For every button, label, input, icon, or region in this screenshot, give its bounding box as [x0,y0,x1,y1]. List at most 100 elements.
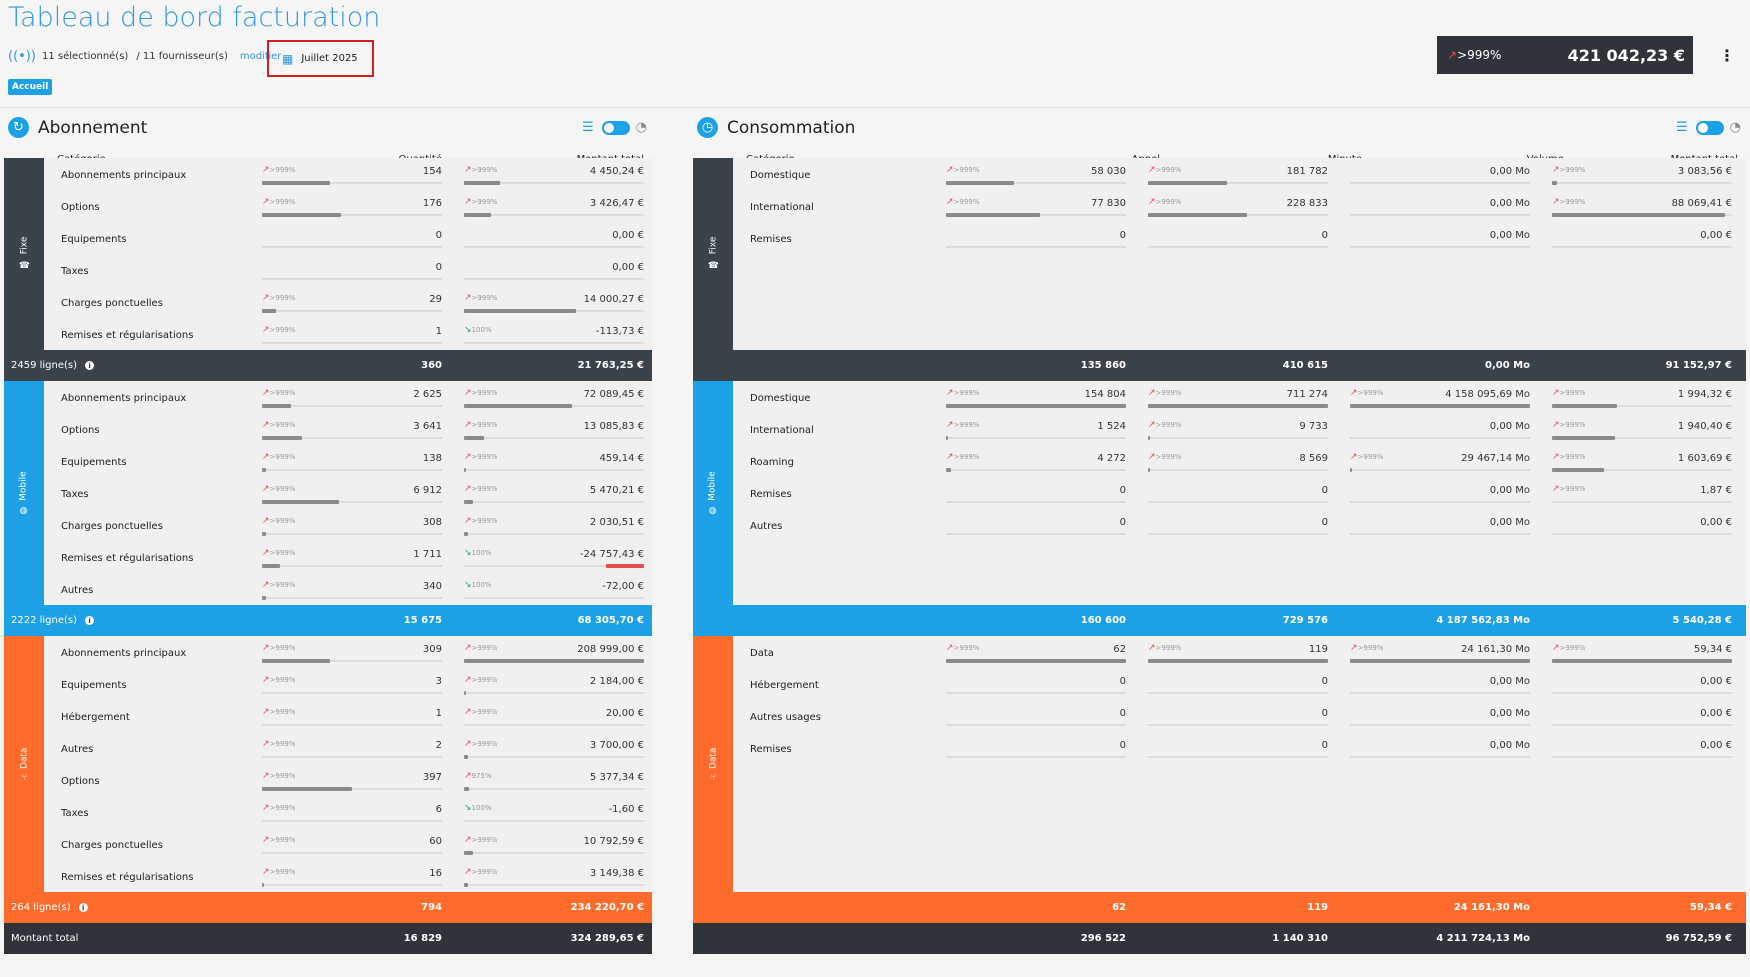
trend-up-icon: ↗ [946,197,954,207]
table-row[interactable]: Equipements 0 0,00 € [44,222,652,254]
table-row[interactable]: Autres ↗>999% 2 ↗>999% 3 700,00 € [44,732,652,764]
table-row[interactable]: Equipements ↗>999% 138 ↗>999% 459,14 € [44,445,652,477]
amount-cell: ↗>999% 13 085,83 € [464,420,644,442]
trend-indicator: ↗>999% [464,388,498,398]
table-row[interactable]: Remises 0 0 0,00 Mo 0,00 € [733,222,1746,254]
amount-value: 88 069,41 € [1671,198,1732,209]
trend-up-icon: ↗ [1447,48,1458,62]
modify-link[interactable]: modifier [239,50,282,62]
info-icon[interactable]: i [78,903,88,912]
trend-up-icon: ↗ [1148,452,1156,462]
table-row[interactable]: Hébergement ↗>999% 1 ↗>999% 20,00 € [44,700,652,732]
progress-track [946,182,1126,184]
minutes-value: 0 [1321,708,1328,719]
progress-fill [262,883,264,887]
view-toggle[interactable] [1695,120,1724,135]
trend-up-icon: ↗ [262,707,270,717]
more-options-icon[interactable]: ⋮ [1719,46,1735,65]
trend-down-icon: ↘ [464,548,472,558]
table-row[interactable]: Remises 0 0 0,00 Mo ↗>999% 1,87 € [733,477,1746,509]
trend-up-icon: ↗ [464,452,472,462]
table-row[interactable]: Hébergement 0 0 0,00 Mo 0,00 € [733,668,1746,700]
progress-track [1350,437,1530,439]
date-picker[interactable]: ▦ Juillet 2025 [267,40,374,77]
table-row[interactable]: Charges ponctuelles ↗>999% 60 ↗>999% 10 792,… [44,828,652,860]
progress-track [262,884,442,886]
progress-track [1350,182,1530,184]
gauge-icon: ◷ [697,117,718,138]
pie-chart-icon[interactable]: ◔ [1729,120,1741,135]
table-row[interactable]: Autres ↗>999% 340 ↘100% -72,00 € [44,573,652,605]
view-toggle[interactable] [601,120,630,135]
progress-track [464,437,644,439]
table-row[interactable]: Domestique ↗>999% 154 804 ↗>999% 711 274 ↗>99… [733,381,1746,413]
trend-up-icon: ↗ [464,165,472,175]
table-row[interactable]: Remises et régularisations ↗>999% 1 711 ↘10… [44,541,652,573]
section-sidebar: ⑂ Data [4,636,44,892]
amount-value: 0,00 € [1700,740,1732,751]
table-row[interactable]: Options ↗>999% 176 ↗>999% 3 426,47 € [44,190,652,222]
progress-fill [262,596,266,600]
table-row[interactable]: Roaming ↗>999% 4 272 ↗>999% 8 569 ↗>999% 29 46… [733,445,1746,477]
row-label: Taxes [61,489,89,500]
trend-indicator: ↘100% [464,803,492,813]
table-row[interactable]: Options ↗>999% 397 ↗975% 5 377,34 € [44,764,652,796]
info-icon[interactable]: i [85,616,95,625]
progress-fill [1552,181,1558,185]
progress-fill [1552,468,1605,472]
progress-fill [262,213,342,217]
list-view-icon[interactable]: ☰ [582,120,594,135]
table-row[interactable]: International ↗>999% 1 524 ↗>999% 9 733 0,00 … [733,413,1746,445]
table-row[interactable]: Charges ponctuelles ↗>999% 308 ↗>999% 2 030,… [44,509,652,541]
rows-area: Domestique ↗>999% 58 030 ↗>999% 181 782 0,00 … [733,158,1746,350]
breadcrumb-home[interactable]: Accueil [8,79,53,95]
table-row[interactable]: Equipements ↗>999% 3 ↗>999% 2 184,00 € [44,668,652,700]
table-row[interactable]: Taxes ↗>999% 6 912 ↗>999% 5 470,21 € [44,477,652,509]
amount-cell: ↗975% 5 377,34 € [464,771,644,793]
list-view-icon[interactable]: ☰ [1676,120,1688,135]
table-row[interactable]: Data ↗>999% 62 ↗>999% 119 ↗>999% 24 161,30 Mo ↗… [733,636,1746,668]
table-row[interactable]: Options ↗>999% 3 641 ↗>999% 13 085,83 € [44,413,652,445]
trend-indicator: ↗>999% [262,580,296,590]
row-label: Equipements [61,680,127,691]
amount-value: 1 603,69 € [1677,453,1732,464]
table-row[interactable]: Charges ponctuelles ↗>999% 29 ↗>999% 14 000,… [44,286,652,318]
progress-track [1552,182,1732,184]
progress-track [464,565,644,567]
table-row[interactable]: Abonnements principaux ↗>999% 309 ↗>999% 208… [44,636,652,668]
calls-value: 62 [1113,644,1126,655]
trend-indicator: ↗>999% [464,197,498,207]
table-row[interactable]: Taxes 0 0,00 € [44,254,652,286]
progress-track [262,788,442,790]
trend-indicator: ↗>999% [946,452,980,462]
minutes-cell: 0 [1148,739,1328,761]
trend-indicator: ↘100% [464,325,492,335]
table-row[interactable]: Abonnements principaux ↗>999% 154 ↗>999% 4 4… [44,158,652,190]
table-row[interactable]: Autres 0 0 0,00 Mo 0,00 € [733,509,1746,541]
progress-fill [262,404,291,408]
info-icon[interactable]: i [85,361,95,370]
minutes-value: 0 [1321,485,1328,496]
minutes-cell: 0 [1148,675,1328,697]
quantity-value: 2 625 [413,389,442,400]
table-row[interactable]: Domestique ↗>999% 58 030 ↗>999% 181 782 0,00 … [733,158,1746,190]
table-row[interactable]: Remises et régularisations ↗>999% 1 ↘100% -1… [44,318,652,350]
table-row[interactable]: Abonnements principaux ↗>999% 2 625 ↗>999% 7… [44,381,652,413]
progress-track [1552,692,1732,694]
table-row[interactable]: Autres usages 0 0 0,00 Mo 0,00 € [733,700,1746,732]
pie-chart-icon[interactable]: ◔ [635,120,647,135]
table-row[interactable]: Remises et régularisations ↗>999% 16 ↗>999%… [44,860,652,892]
quantity-value: 16 [429,868,442,879]
total-row: Montant total 16 829 324 289,65 € [4,923,652,954]
minutes-value: 0 [1321,230,1328,241]
volume-value: 0,00 Mo [1489,421,1530,432]
footer-volume: 0,00 Mo [1485,360,1530,371]
volume-cell: ↗>999% 4 158 095,69 Mo [1350,388,1530,410]
table-row[interactable]: Remises 0 0 0,00 Mo 0,00 € [733,732,1746,764]
table-row[interactable]: Taxes ↗>999% 6 ↘100% -1,60 € [44,796,652,828]
table-row[interactable]: International ↗>999% 77 830 ↗>999% 228 833 0,… [733,190,1746,222]
progress-fill [262,309,277,313]
trend-up-icon: ↗ [946,643,954,653]
progress-fill [1148,659,1328,663]
volume-value: 29 467,14 Mo [1461,453,1530,464]
